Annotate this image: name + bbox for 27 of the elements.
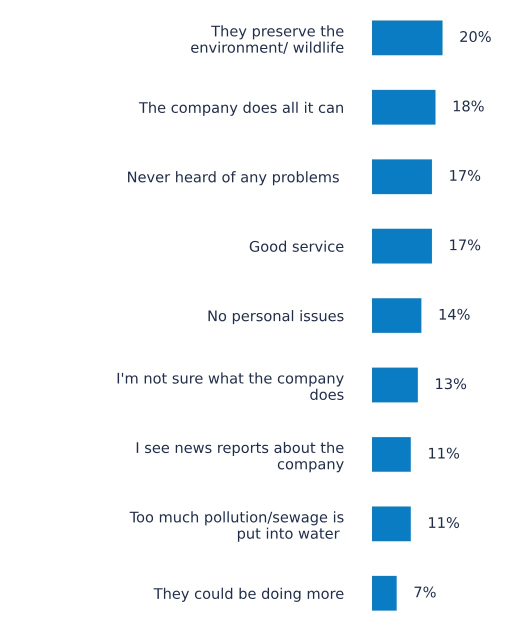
- y-tick-label: The company does all it can: [138, 102, 343, 116]
- bar: [372, 20, 443, 56]
- data-label: 14%: [440, 308, 470, 320]
- data-label: 18%: [454, 100, 484, 112]
- data-label: 11%: [429, 517, 460, 528]
- y-tick-label: They preserve the environment/ wildlife: [191, 25, 344, 54]
- bar: [372, 298, 422, 333]
- y-tick-label: Good service: [250, 240, 344, 252]
- bar: [372, 368, 418, 402]
- data-label: 11%: [429, 448, 460, 459]
- y-tick-label: I see news reports about the company: [136, 442, 344, 472]
- data-label: 17%: [450, 170, 480, 181]
- bar: [372, 576, 397, 611]
- data-label: 20%: [460, 31, 491, 42]
- data-label: 7%: [414, 586, 436, 598]
- bar: [372, 159, 432, 194]
- y-tick-label: No personal issues: [208, 310, 344, 324]
- bar: [372, 228, 432, 264]
- data-label: 13%: [436, 378, 466, 390]
- y-tick-label: Too much pollution/sewage is put into water: [130, 511, 344, 542]
- y-tick-label: They could be doing more: [154, 588, 344, 602]
- data-label: 17%: [450, 239, 480, 250]
- bar: [372, 506, 411, 542]
- bar: [372, 90, 436, 125]
- y-tick-label: Never heard of any problems: [128, 171, 339, 186]
- y-tick-label: I'm not sure what the company does: [118, 372, 344, 400]
- bar: [372, 437, 411, 472]
